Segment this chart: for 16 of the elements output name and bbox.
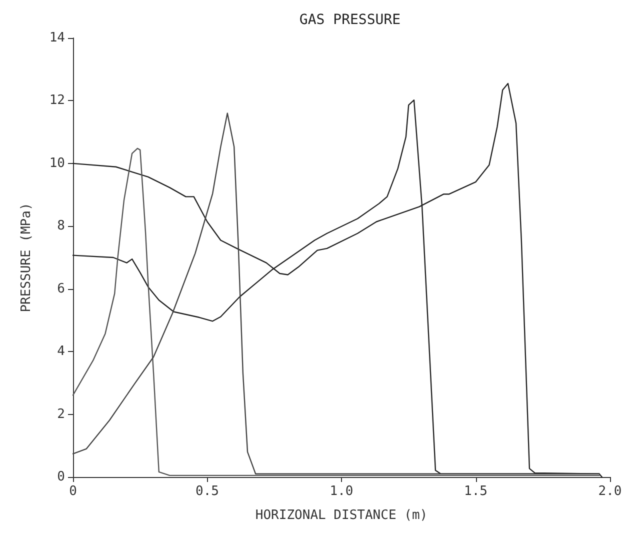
y-tick-label: 8: [57, 218, 65, 234]
x-tick-label: 2.0: [598, 484, 622, 499]
y-tick-label: 0: [57, 470, 65, 484]
y-tick-label: 6: [57, 281, 65, 296]
y-tick-label: 12: [49, 93, 65, 108]
x-tick-label: 0.5: [196, 484, 219, 499]
x-tick-label: 0: [69, 484, 77, 499]
y-tick-label: 4: [57, 344, 66, 360]
x-tick-label: 1.0: [330, 484, 354, 499]
x-axis-title: HORIZONAL DISTANCE (m): [255, 508, 428, 523]
y-tick-label: 2: [57, 406, 65, 422]
y-tick-label: 14: [49, 30, 66, 46]
y-tick-label: 10: [49, 156, 65, 171]
chart-title: GAS PRESSURE: [299, 12, 401, 28]
y-axis-title: PRESSURE (MPa): [19, 202, 34, 312]
x-tick-label: 1.5: [464, 484, 488, 499]
